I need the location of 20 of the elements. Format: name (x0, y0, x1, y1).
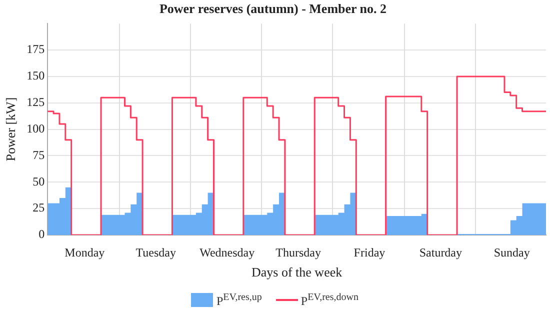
x-axis-title: Days of the week (251, 264, 343, 280)
chart-title: Power reserves (autumn) - Member no. 2 (159, 1, 387, 16)
y-tick-label: 0 (38, 227, 45, 242)
x-tick-label: Saturday (419, 245, 462, 260)
x-tick-label: Monday (64, 245, 105, 260)
y-tick-label: 25 (32, 200, 45, 215)
legend-label: P$^{EV,res,down}$ (300, 292, 358, 308)
y-tick-label: 125 (26, 95, 45, 110)
y-tick-label: 50 (32, 174, 45, 188)
legend-label: P$^{EV,res,up}$ (216, 292, 262, 308)
y-tick-label: 175 (26, 42, 45, 56)
y-tick-label: 150 (26, 68, 45, 83)
x-tick-label: Sunday (494, 245, 530, 260)
y-tick-label: 75 (32, 148, 45, 162)
y-axis-title: Power [kW] (3, 97, 18, 162)
x-tick-label: Wednesday (200, 245, 255, 260)
x-tick-label: Tuesday (136, 245, 176, 260)
x-tick-label: Thursday (276, 245, 321, 260)
x-tick-label: Friday (354, 245, 386, 260)
y-tick-label: 100 (26, 121, 45, 136)
